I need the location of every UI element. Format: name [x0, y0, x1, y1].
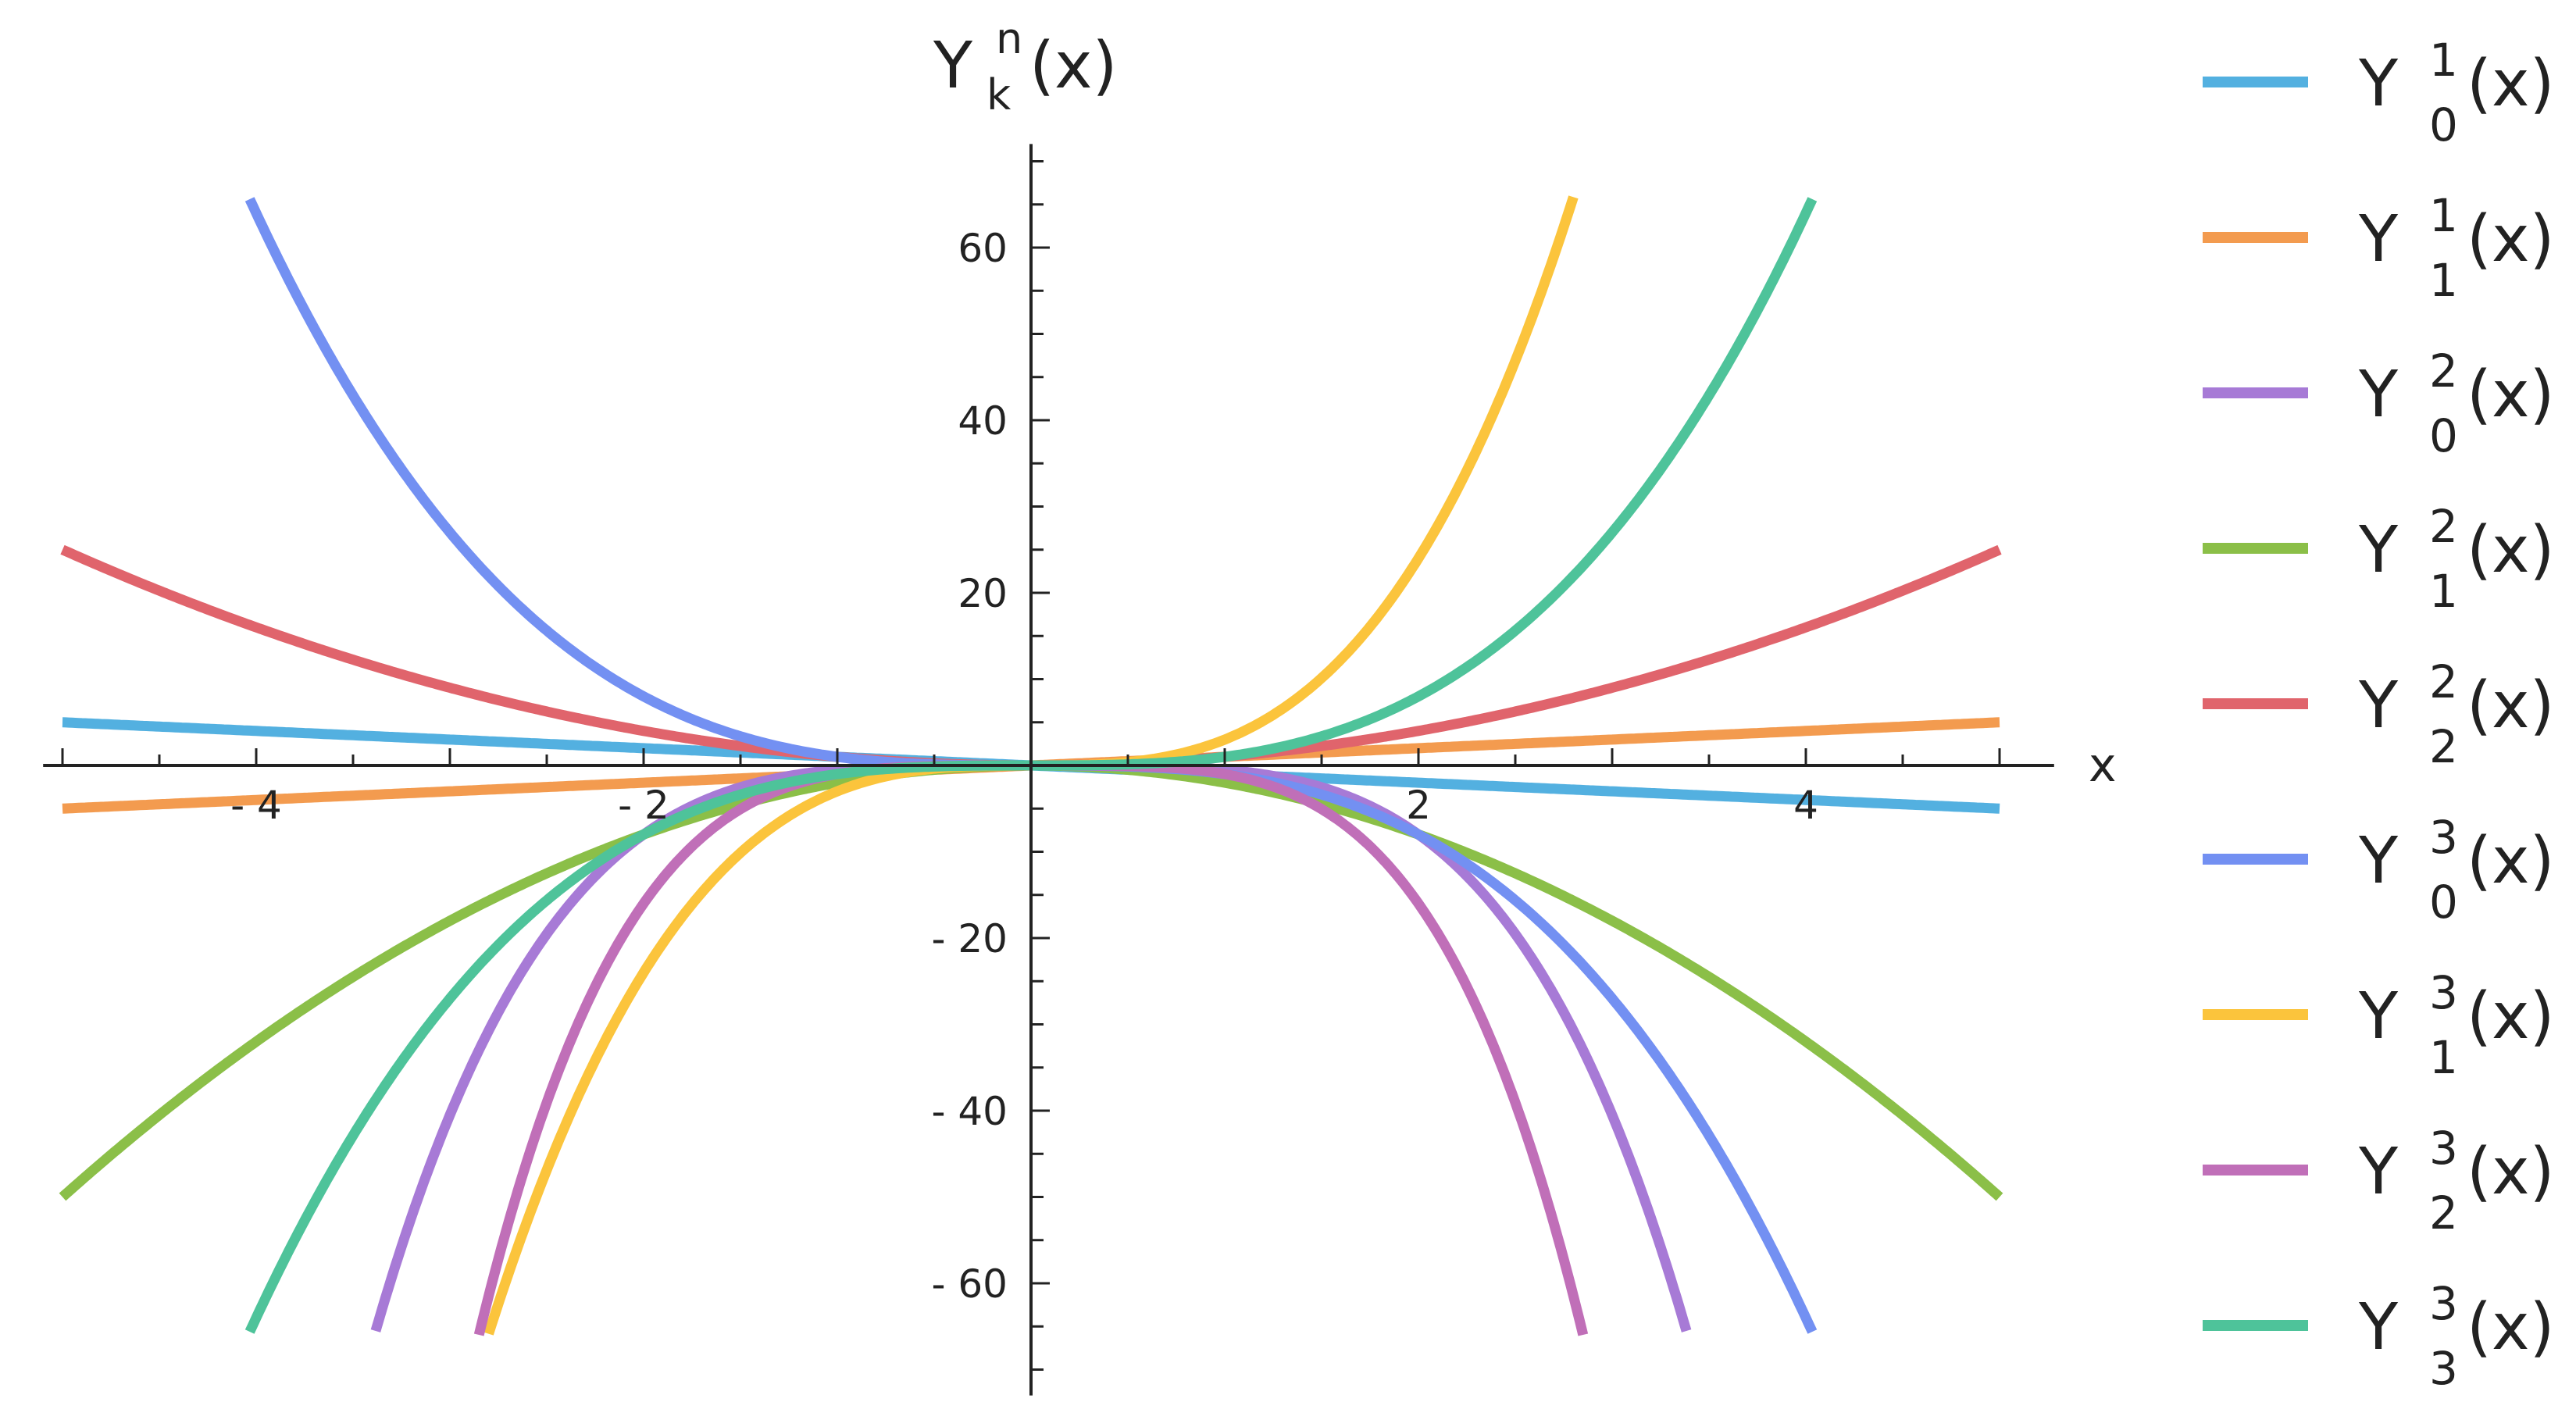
- y-axis-title-sub: k: [987, 70, 1011, 120]
- legend-item: Y 3 1(x): [2203, 966, 2555, 1084]
- legend-label-tail: (x): [2467, 1290, 2555, 1365]
- legend-label-sub: 0: [2429, 876, 2458, 929]
- legend-item: Y 1 1(x): [2203, 189, 2555, 307]
- legend-label-sub: 2: [2429, 1186, 2458, 1240]
- y-tick-label: - 20: [931, 916, 1008, 961]
- legend-label-sub: 1: [2429, 254, 2458, 307]
- legend-label-sub: 1: [2429, 565, 2458, 618]
- legend-label-base: Y: [2358, 979, 2399, 1054]
- legend-label-sup: 2: [2429, 344, 2458, 398]
- legend-label-tail: (x): [2467, 824, 2555, 898]
- legend-label-tail: (x): [2467, 979, 2555, 1054]
- legend-label-sup: 1: [2429, 189, 2458, 242]
- ticks: - 4 - 2 2 4 60 40 20 - 20 - 40 - 60: [61, 160, 2001, 1371]
- legend-label-tail: (x): [2467, 513, 2555, 587]
- legend-label-tail: (x): [2467, 202, 2555, 276]
- legend-item: Y 3 2(x): [2203, 1122, 2555, 1240]
- legend-label-sup: 3: [2429, 1122, 2458, 1175]
- legend-item: Y 2 0(x): [2203, 344, 2555, 462]
- legend-label-sup: 3: [2429, 966, 2458, 1019]
- legend-label-sub: 0: [2429, 409, 2458, 462]
- legend-item: Y 2 2(x): [2203, 655, 2555, 773]
- x-axis-title: x: [2089, 738, 2117, 793]
- legend-label-sub: 2: [2429, 720, 2458, 773]
- y-tick-label: - 60: [931, 1261, 1008, 1307]
- x-tick-label: - 2: [618, 783, 669, 828]
- legend-label-sup: 1: [2429, 34, 2458, 87]
- legend-label-base: Y: [2358, 824, 2399, 898]
- y-axis-title: Y n k (x): [933, 14, 1118, 120]
- legend-label-sup: 2: [2429, 655, 2458, 708]
- legend-label-base: Y: [2358, 358, 2399, 432]
- legend-label-tail: (x): [2467, 1135, 2555, 1209]
- y-axis-title-sup: n: [996, 14, 1022, 63]
- legend-label-base: Y: [2358, 1135, 2399, 1209]
- legend-label-sub: 1: [2429, 1031, 2458, 1084]
- legend-label-base: Y: [2358, 47, 2399, 121]
- y-tick-label: 20: [958, 571, 1008, 616]
- legend-label-sub: 0: [2429, 98, 2458, 152]
- y-axis-title-base: Y: [933, 29, 973, 103]
- legend-label-base: Y: [2358, 513, 2399, 587]
- axes: [43, 144, 2054, 1396]
- legend-label-tail: (x): [2467, 358, 2555, 432]
- x-tick-label: 4: [1793, 783, 1818, 828]
- legend-label-sup: 3: [2429, 811, 2458, 864]
- x-tick-label: 2: [1406, 783, 1431, 828]
- y-tick-label: - 40: [931, 1089, 1008, 1134]
- legend-label-base: Y: [2358, 1290, 2399, 1365]
- x-tick-label: - 4: [230, 783, 282, 828]
- legend-item: Y 3 3(x): [2203, 1277, 2555, 1395]
- legend: Y 10(x)Y 11(x)Y 20(x)Y 21(x)Y 22(x)Y 30(x)Y 31(…: [2203, 34, 2555, 1395]
- y-axis-title-tail: (x): [1029, 29, 1118, 103]
- legend-item: Y 1 0(x): [2203, 34, 2555, 152]
- legend-label-tail: (x): [2467, 47, 2555, 121]
- legend-label-base: Y: [2358, 202, 2399, 276]
- legend-label-sup: 2: [2429, 500, 2458, 553]
- legend-item: Y 2 1(x): [2203, 500, 2555, 618]
- y-tick-label: 60: [958, 226, 1008, 271]
- legend-item: Y 3 0(x): [2203, 811, 2555, 929]
- legend-label-tail: (x): [2467, 669, 2555, 743]
- legend-label-sup: 3: [2429, 1277, 2458, 1330]
- legend-label-sub: 3: [2429, 1342, 2458, 1395]
- legend-label-base: Y: [2358, 669, 2399, 743]
- y-tick-label: 40: [958, 398, 1008, 444]
